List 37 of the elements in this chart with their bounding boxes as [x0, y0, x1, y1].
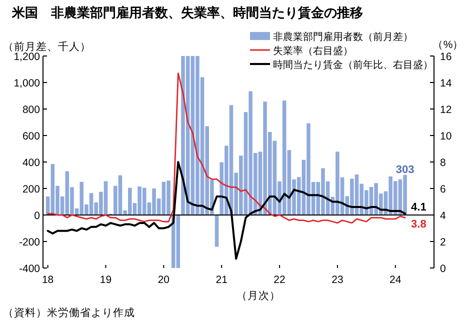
y-tick-label: 800 [22, 104, 40, 116]
y-tick-label: 1,200 [14, 51, 40, 63]
data-label: 4.1 [411, 202, 426, 214]
legend-label: 時間当たり賃金（前年比、右目盛） [273, 59, 433, 71]
y2-tick-label: 6 [440, 184, 446, 196]
y2-tick-label: 0 [440, 263, 446, 275]
y-tick-label: 1,000 [14, 78, 40, 90]
y2-tick-label: 2 [440, 236, 446, 248]
y2-tick-label: 4 [440, 210, 446, 222]
x-tick-label: 24 [390, 274, 402, 286]
x-tick-label: 18 [42, 274, 54, 286]
legend-label: 失業率（右目盛） [273, 45, 353, 57]
y-tick-label: -200 [18, 236, 40, 248]
y2-tick-label: 14 [440, 78, 452, 90]
y2-tick-label: 8 [440, 157, 446, 169]
y-axis-title: （前月差、千人） [3, 40, 91, 53]
bar [214, 215, 219, 247]
y-tick-label: -400 [18, 263, 40, 275]
y2-tick-label: 12 [440, 104, 452, 116]
y2-axis-title: （%） [432, 39, 464, 51]
x-tick-label: 23 [332, 274, 344, 286]
x-tick-label: 19 [100, 274, 112, 286]
data-label: 3.8 [411, 218, 426, 231]
data-label: 303 [396, 164, 414, 176]
x-axis-title: （月次） [236, 290, 280, 302]
y2-tick-label: 10 [440, 130, 452, 142]
y-tick-label: 0 [34, 210, 40, 222]
y-tick-label: 600 [22, 130, 40, 142]
text: （資料）米労働省より作成 [3, 306, 135, 319]
y-tick-label: 400 [22, 157, 40, 169]
y2-tick-label: 16 [440, 51, 452, 63]
legend-label: 非農業部門雇用者数（前月差） [273, 31, 413, 43]
y-tick-label: 200 [22, 184, 40, 196]
chart-title: 米国 非農業部門雇用者数、失業率、時間当たり賃金の推移 [11, 5, 363, 20]
x-tick-label: 20 [158, 274, 170, 286]
x-tick-label: 21 [216, 274, 228, 286]
x-tick-label: 22 [274, 274, 286, 286]
